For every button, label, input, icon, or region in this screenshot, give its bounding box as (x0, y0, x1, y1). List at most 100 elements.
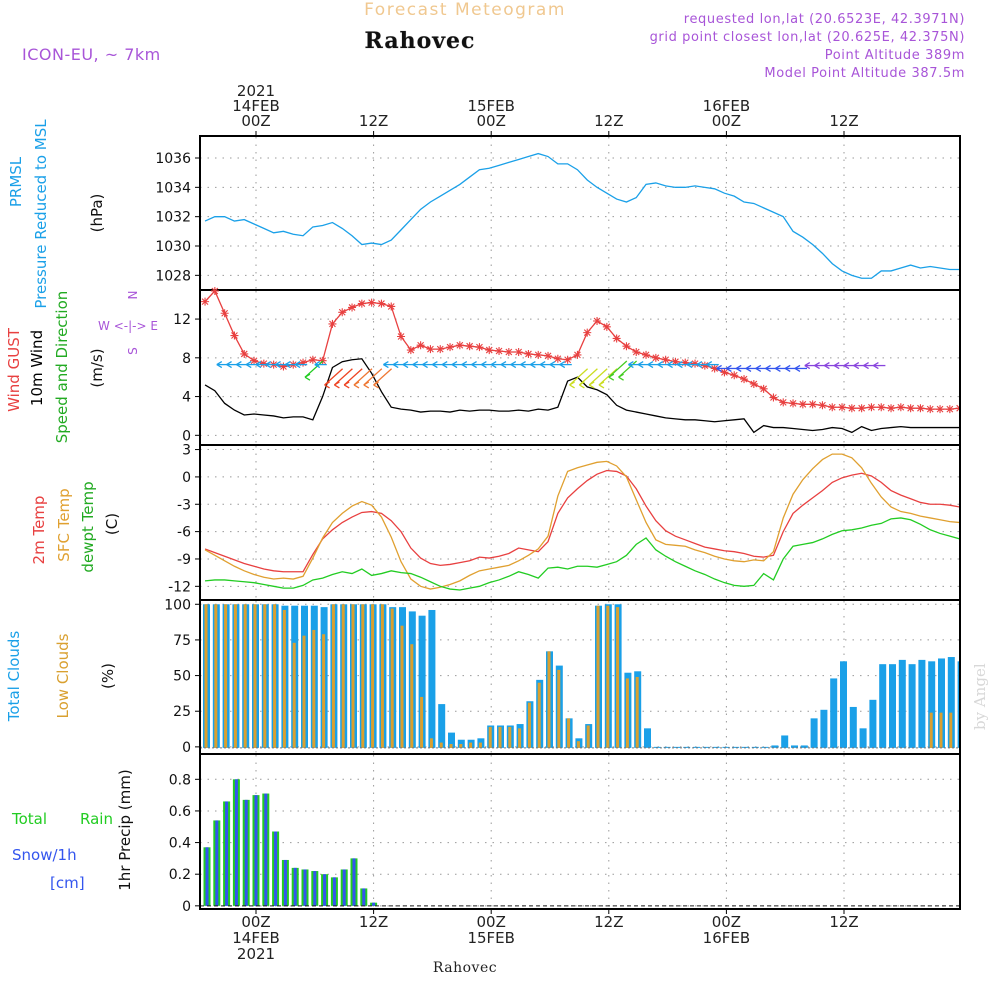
snow-bar (225, 801, 229, 906)
precip-label-total: Total (11, 810, 47, 828)
time-label-top: 15FEB (467, 97, 514, 115)
panel-temperature: 3 0 -3 -6 -9 -12 (168, 443, 961, 601)
gust-marker (916, 404, 925, 413)
wind-arrow (343, 368, 363, 386)
total-clouds-bar (418, 615, 426, 748)
wind-arrow (333, 368, 353, 386)
low-clouds-bar (371, 604, 375, 748)
low-clouds-bar (243, 604, 247, 748)
wind-arrowhead (383, 361, 389, 369)
wind-arrowhead (735, 364, 742, 373)
gust-marker (210, 286, 219, 295)
panel-pressure: 1028 1030 1032 1034 1036 (155, 135, 961, 291)
wind-arrowhead (755, 364, 762, 373)
total-clouds-bar (428, 609, 436, 748)
total-clouds-bar (771, 745, 779, 748)
gust-marker (779, 398, 788, 407)
gust-marker (465, 342, 474, 351)
y-tick-label: 0 (182, 899, 191, 915)
snow-bar (372, 902, 376, 906)
wind-arrow (578, 368, 598, 386)
precip-label-snow: Snow/1h (12, 846, 77, 864)
gust-marker (279, 362, 288, 371)
wind-arrowhead (549, 361, 556, 369)
gust-marker (602, 322, 611, 331)
total-clouds-bar (820, 709, 828, 748)
gust-marker (436, 345, 445, 354)
compass-n: N (126, 291, 140, 300)
time-label-bottom: 12Z (829, 913, 858, 931)
wind-arrowhead (657, 361, 664, 369)
wind-arrowhead (294, 361, 301, 369)
wind-arrowhead (236, 361, 242, 369)
wind-arrowhead (520, 361, 526, 369)
wind-arrowhead (334, 381, 340, 389)
low-clouds-bar (537, 682, 541, 748)
model-altitude: Model Point Altitude 387.5m (764, 66, 965, 81)
gust-marker (681, 358, 690, 367)
cloud-bars (201, 604, 959, 749)
y-tick-label: 50 (173, 669, 191, 685)
snow-bar (352, 858, 356, 906)
gust-marker (220, 309, 229, 318)
wind-arrowhead (686, 361, 693, 369)
panel-frame (199, 135, 961, 291)
y-tick-label: -12 (168, 579, 191, 595)
y-tick-label: 1032 (155, 210, 191, 226)
sfctemp-line (204, 453, 959, 590)
time-label-bottom: 00Z (712, 913, 741, 931)
gust-marker (789, 399, 798, 408)
wind-arrowhead (422, 361, 428, 369)
gust-marker (495, 347, 504, 356)
wind-arrowhead (275, 361, 281, 369)
y-tick-label: -9 (177, 552, 191, 568)
temp-label-dewpt: dewpt Temp (79, 481, 97, 572)
wind-arrowhead (530, 361, 536, 369)
gust-marker (367, 298, 376, 307)
time-label-bottom: 15FEB (467, 929, 514, 947)
gust-marker (740, 375, 749, 384)
gust-marker (573, 350, 582, 359)
total-clouds-bar (457, 739, 465, 748)
low-clouds-bar (380, 604, 384, 748)
wind-arrow (324, 368, 344, 386)
gust-marker (818, 401, 827, 410)
wind-arrowhead (265, 361, 272, 369)
gust-marker (906, 404, 915, 413)
total-clouds-bar (869, 699, 877, 748)
dewpt-series (204, 517, 959, 591)
wind-line (204, 358, 959, 434)
gust-marker (759, 384, 768, 393)
temp2m-line (204, 469, 959, 573)
low-clouds-bar (518, 728, 522, 748)
panel-frame (199, 753, 961, 910)
y-tick-label: 1036 (155, 151, 191, 167)
wind-arrow (363, 368, 383, 386)
gust-line (204, 289, 959, 410)
panel-precip: 0 0.2 0.4 0.6 0.8 (169, 753, 961, 915)
total-clouds-bar (683, 746, 691, 748)
clouds-label-low: Low Clouds (54, 633, 72, 718)
snow-bar (274, 831, 278, 906)
time-label-top: 16FEB (703, 97, 750, 115)
total-clouds-bar (732, 746, 740, 748)
snow-bar (234, 779, 238, 906)
gust-marker (926, 405, 935, 414)
low-clouds-bar (498, 726, 502, 748)
wind-arrowhead (794, 364, 801, 373)
y-tick-label: 1034 (155, 180, 191, 196)
wind-arrowhead (647, 361, 654, 369)
wind-arrowhead (432, 361, 438, 369)
gust-marker (475, 343, 484, 352)
snow-bar (293, 867, 297, 906)
wind-arrowhead (608, 373, 615, 381)
y-tick-label: -3 (177, 497, 191, 513)
snow-bar (323, 874, 327, 906)
gust-marker (504, 348, 513, 356)
low-clouds-bar (576, 741, 580, 748)
low-clouds-bar (224, 604, 228, 748)
compass-we: W <-|-> E (98, 319, 158, 333)
wind-arrowhead (471, 361, 477, 369)
